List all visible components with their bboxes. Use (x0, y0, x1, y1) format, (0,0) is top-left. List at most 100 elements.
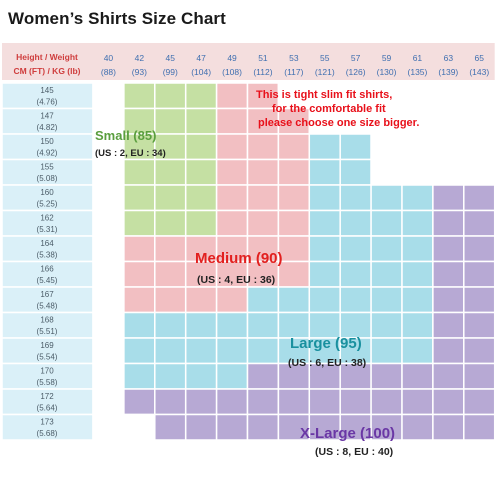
size-cell-l (339, 184, 372, 212)
size-cell-l (339, 209, 372, 237)
size-cell-xl (463, 311, 496, 339)
size-cell-m (215, 158, 249, 186)
weight-header-lb: (99) (163, 67, 178, 77)
height-label-cm: 172 (40, 392, 54, 401)
weight-header-lb: (104) (191, 67, 211, 77)
size-cell-m (184, 260, 218, 288)
size-cell-xl (184, 413, 218, 441)
size-note-l: (US : 6, EU : 38) (288, 357, 366, 369)
size-cell-l (277, 311, 311, 339)
size-cell-m (215, 260, 249, 288)
size-cell-m (277, 133, 311, 161)
size-cell-xl (432, 184, 465, 212)
size-cell-xl (370, 362, 403, 390)
size-cell-xl (463, 362, 496, 390)
size-cell-l (401, 235, 434, 263)
height-label-ft: (4.92) (37, 149, 58, 158)
height-label-ft: (5.54) (37, 353, 58, 362)
size-label-s: Small (85) (95, 128, 156, 143)
size-label-m: Medium (90) (195, 250, 283, 267)
size-cell-l (370, 337, 403, 365)
size-cell-m (215, 82, 249, 110)
size-cell-empty (92, 235, 125, 263)
size-cell-empty (432, 107, 465, 135)
size-cell-xl (463, 286, 496, 314)
size-cell-xl (432, 260, 465, 288)
size-cell-l (339, 235, 372, 263)
size-cell-l (308, 184, 341, 212)
size-cell-xl (246, 388, 280, 416)
size-cell-s (184, 184, 218, 212)
height-label-cm: 160 (40, 188, 54, 197)
size-cell-l (246, 311, 280, 339)
size-cell-xl (308, 413, 341, 441)
size-cell-empty (401, 133, 434, 161)
size-cell-l (370, 260, 403, 288)
size-cell-l (215, 362, 249, 390)
height-label-cm: 166 (40, 265, 54, 274)
height-label-ft: (5.45) (37, 276, 58, 285)
size-cell-l (184, 337, 218, 365)
size-cell-empty (92, 158, 125, 186)
weight-header-lb: (93) (132, 67, 147, 77)
weight-header-kg: 40 (104, 53, 114, 63)
weight-header-kg: 63 (444, 53, 454, 63)
size-cell-l (277, 286, 311, 314)
height-label-ft: (5.58) (37, 378, 58, 387)
size-cell-s (184, 107, 218, 135)
size-cell-l (401, 184, 434, 212)
size-cell-xl (463, 413, 496, 441)
height-row-cell (1, 413, 94, 441)
weight-header-lb: (88) (101, 67, 116, 77)
size-cell-empty (123, 413, 156, 441)
size-note-s: (US : 2, EU : 34) (95, 148, 166, 159)
weight-header-lb: (112) (253, 67, 272, 77)
height-row-cell (1, 311, 94, 339)
size-cell-m (277, 184, 311, 212)
size-cell-l (308, 260, 341, 288)
weight-header-kg: 65 (475, 53, 485, 63)
height-label-cm: 145 (40, 86, 54, 95)
size-cell-s (123, 158, 156, 186)
size-cell-empty (463, 107, 496, 135)
height-row-cell (1, 82, 94, 110)
size-cell-l (154, 311, 187, 339)
size-cell-l (246, 286, 280, 314)
size-note-xl: (US : 8, EU : 40) (315, 446, 393, 458)
size-cell-xl (401, 362, 434, 390)
size-cell-m (246, 184, 280, 212)
size-cell-xl (432, 311, 465, 339)
size-cell-xl (401, 413, 434, 441)
height-label-cm: 170 (40, 367, 54, 376)
chart-title: Women’s Shirts Size Chart (8, 9, 226, 28)
size-cell-xl (215, 413, 249, 441)
size-cell-xl (277, 413, 311, 441)
weight-header-lb: (143) (469, 67, 489, 77)
height-row-cell (1, 260, 94, 288)
size-cell-s (184, 209, 218, 237)
size-cell-xl (463, 209, 496, 237)
size-cell-l (401, 337, 434, 365)
size-cell-xl (432, 413, 465, 441)
size-cell-l (308, 133, 341, 161)
size-cell-empty (92, 311, 125, 339)
size-cell-xl (401, 388, 434, 416)
height-label-cm: 173 (40, 418, 54, 427)
size-cell-m (277, 260, 311, 288)
height-label-ft: (5.38) (37, 251, 58, 260)
size-cell-xl (339, 388, 372, 416)
weight-header-kg: 45 (166, 53, 176, 63)
size-cell-xl (246, 413, 280, 441)
size-cell-l (308, 209, 341, 237)
height-label-ft: (5.08) (37, 174, 58, 183)
size-cell-m (277, 209, 311, 237)
size-cell-l (339, 158, 372, 186)
size-cell-empty (92, 337, 125, 365)
size-cell-empty (92, 286, 125, 314)
size-cell-xl (154, 388, 187, 416)
size-cell-m (215, 107, 249, 135)
size-cell-xl (463, 388, 496, 416)
size-cell-s (123, 82, 156, 110)
size-cell-l (246, 337, 280, 365)
